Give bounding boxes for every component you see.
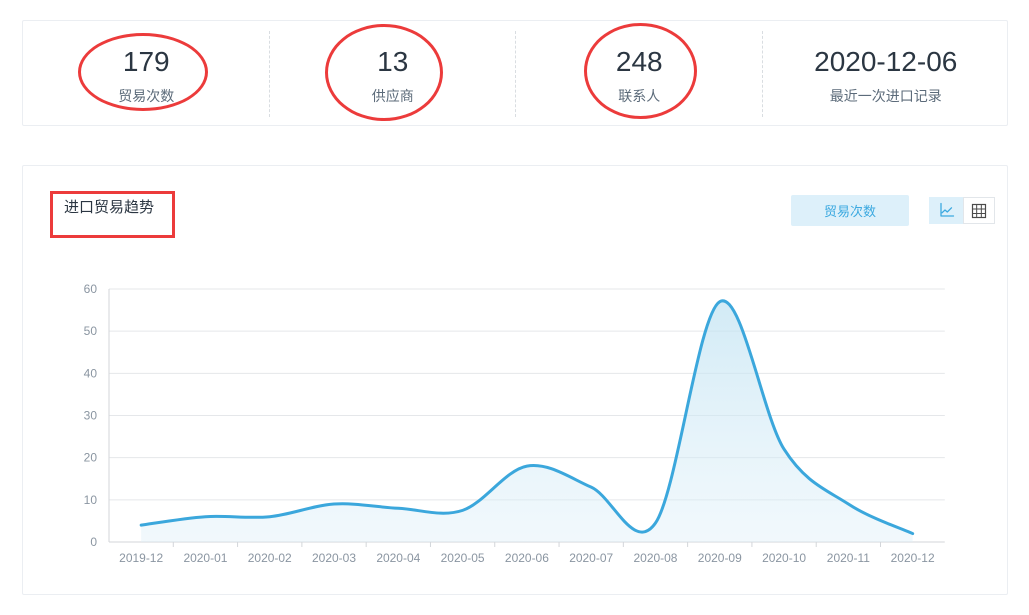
svg-text:50: 50 <box>84 324 98 338</box>
svg-text:2020-10: 2020-10 <box>762 550 806 564</box>
svg-text:2020-04: 2020-04 <box>377 550 421 564</box>
svg-text:10: 10 <box>84 492 98 506</box>
svg-text:0: 0 <box>91 534 98 548</box>
svg-text:2019-12: 2019-12 <box>119 550 163 564</box>
svg-text:30: 30 <box>84 408 98 422</box>
svg-text:2020-07: 2020-07 <box>569 550 613 564</box>
svg-text:2020-01: 2020-01 <box>184 550 228 564</box>
svg-text:2020-03: 2020-03 <box>312 550 356 564</box>
svg-text:2020-06: 2020-06 <box>505 550 549 564</box>
svg-text:20: 20 <box>84 450 98 464</box>
svg-text:2020-11: 2020-11 <box>827 550 870 564</box>
svg-text:2020-09: 2020-09 <box>698 550 742 564</box>
svg-text:2020-02: 2020-02 <box>248 550 292 564</box>
svg-text:40: 40 <box>84 366 98 380</box>
svg-text:2020-08: 2020-08 <box>634 550 678 564</box>
svg-text:2020-12: 2020-12 <box>891 550 935 564</box>
svg-text:60: 60 <box>84 282 98 296</box>
svg-text:2020-05: 2020-05 <box>441 550 485 564</box>
